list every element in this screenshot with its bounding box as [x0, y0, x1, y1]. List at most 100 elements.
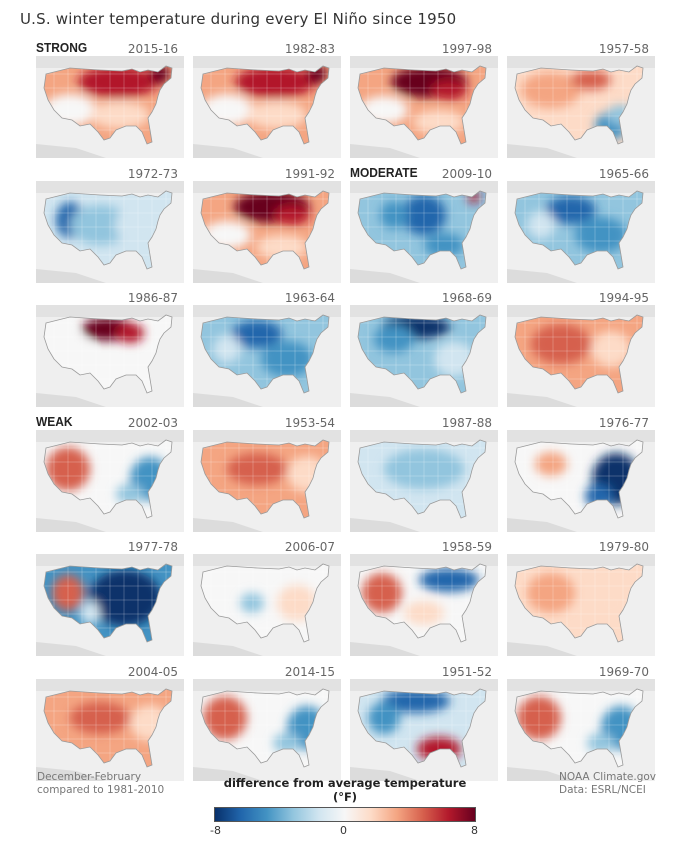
anomaly-region [46, 446, 90, 491]
anomaly-region [247, 101, 307, 129]
legend-ticks: -8 0 8 [210, 822, 478, 838]
map-panel: 1982-83 [193, 42, 341, 158]
us-temperature-map [350, 678, 498, 781]
category-label: MODERATE [350, 164, 418, 180]
anomaly-region [201, 94, 253, 126]
anomaly-region [521, 72, 581, 108]
map-panel: 1957-58 [507, 42, 655, 158]
winter-year-label: 2002-03 [127, 415, 178, 430]
anomaly-region [80, 601, 100, 625]
anomaly-region [50, 335, 90, 363]
winter-year-label: 1997-98 [441, 42, 492, 56]
anomaly-region [384, 448, 464, 489]
legend-mid-label: 0 [340, 824, 347, 837]
anomaly-region [517, 695, 561, 740]
map-panel: 1968-69 [350, 291, 498, 407]
anomaly-region [277, 585, 317, 621]
map-panel: 2006-07 [193, 540, 341, 656]
map-panel: 1997-98 [350, 42, 498, 158]
anomaly-region [546, 195, 596, 224]
map-panel: 1979-80 [507, 540, 655, 656]
winter-year-label: 2004-05 [127, 664, 178, 679]
us-temperature-map [36, 554, 184, 656]
map-panel: 1953-54 [193, 415, 341, 532]
us-temperature-map [36, 305, 184, 407]
anomaly-region [273, 732, 301, 753]
us-temperature-map [36, 429, 184, 532]
map-panel: 1987-88 [350, 416, 498, 532]
anomaly-region [261, 341, 313, 377]
us-temperature-map [350, 429, 498, 532]
map-panel: WEAK 2002-03 [36, 413, 184, 532]
anomaly-region [235, 66, 315, 98]
map-panel: 1972-73 [36, 167, 184, 283]
winter-year-label: 1969-70 [598, 664, 649, 679]
legend-min-label: -8 [210, 824, 221, 837]
us-temperature-map [193, 678, 341, 781]
anomaly-region [575, 216, 627, 253]
source-note: NOAA Climate.gov Data: ESRL/NCEI [559, 771, 656, 797]
us-temperature-map [350, 554, 498, 656]
us-temperature-map [193, 180, 341, 283]
anomaly-region [90, 101, 150, 129]
anomaly-region [571, 70, 611, 90]
category-label: WEAK [36, 413, 73, 429]
category-label: STRONG [36, 40, 88, 55]
us-temperature-map [507, 554, 655, 656]
period-note-line2: compared to 1981-2010 [37, 784, 165, 796]
map-panel: 1991-92 [193, 166, 341, 283]
anomaly-region [591, 331, 631, 367]
anomaly-region [368, 701, 400, 734]
chart-title: U.S. winter temperature during every El … [20, 10, 457, 28]
us-temperature-map [193, 305, 341, 407]
winter-year-label: 1953-54 [284, 415, 335, 430]
us-temperature-map [507, 429, 655, 532]
anomaly-region [527, 210, 555, 239]
winter-year-label: 1965-66 [598, 166, 649, 181]
winter-year-label: 1951-52 [441, 664, 492, 679]
anomaly-region [89, 570, 161, 626]
winter-year-label: 2014-15 [284, 664, 335, 679]
winter-year-label: 1991-92 [284, 166, 335, 181]
anomaly-region [404, 601, 444, 625]
winter-year-label: 1982-83 [284, 42, 335, 56]
map-panel: 2014-15 [193, 664, 341, 781]
anomaly-region [240, 593, 264, 613]
legend-title: difference from average temperature (°F) [223, 776, 467, 804]
anomaly-region [527, 573, 575, 613]
us-temperature-map [350, 56, 498, 158]
us-temperature-map [507, 305, 655, 407]
anomaly-region [203, 695, 247, 740]
winter-year-label: 2009-10 [441, 166, 492, 181]
winter-year-label: 1979-80 [598, 540, 649, 554]
us-temperature-map [507, 56, 655, 158]
winter-year-label: 1958-59 [441, 540, 492, 554]
anomaly-region [424, 232, 464, 257]
anomaly-region [227, 452, 287, 485]
period-note-line1: December-February [37, 771, 142, 783]
anomaly-region [535, 451, 567, 476]
anomaly-region [591, 585, 631, 621]
map-panel: 1963-64 [193, 291, 341, 407]
anomaly-region [70, 204, 130, 245]
map-panel: 1977-78 [36, 540, 184, 656]
winter-year-label: 1963-64 [284, 291, 335, 305]
color-legend: difference from average temperature (°F)… [210, 776, 478, 838]
winter-year-label: 2015-16 [127, 42, 178, 56]
us-temperature-map [350, 305, 498, 407]
us-temperature-map [507, 180, 655, 283]
anomaly-region [434, 341, 474, 377]
anomaly-region [419, 568, 479, 592]
legend-max-label: 8 [471, 824, 478, 837]
us-temperature-map [36, 56, 184, 158]
anomaly-region [380, 200, 408, 229]
anomaly-region [232, 320, 282, 348]
anomaly-region [431, 80, 467, 100]
anomaly-region [52, 575, 84, 611]
us-temperature-map [507, 678, 655, 781]
us-temperature-map [36, 678, 184, 781]
map-panel: 1965-66 [507, 166, 655, 283]
map-panel: STRONG 2015-16 [36, 40, 184, 158]
winter-year-label: 1986-87 [127, 291, 178, 305]
anomaly-region [382, 688, 450, 713]
